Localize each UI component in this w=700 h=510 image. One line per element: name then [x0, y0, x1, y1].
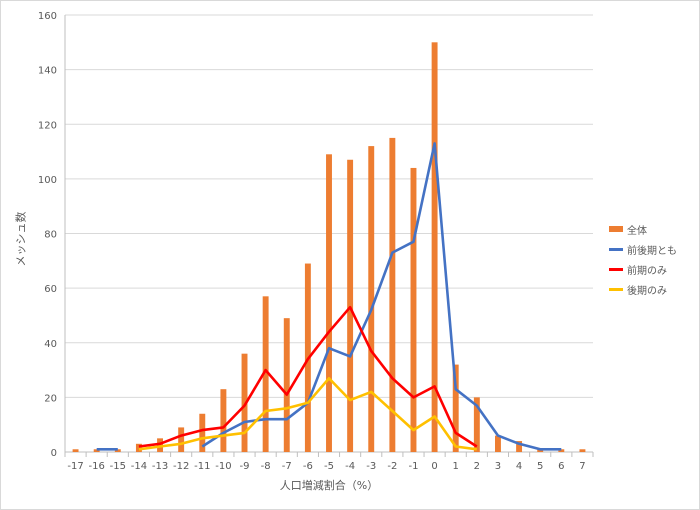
y-tick-label: 100 [38, 175, 57, 186]
bar [410, 167, 417, 452]
y-axis-title: メッシュ数 [4, 199, 36, 279]
bar [452, 364, 459, 452]
legend-line-swatch [609, 287, 623, 291]
legend-line-swatch [609, 267, 623, 271]
bar [389, 137, 396, 452]
legend-item: 前期のみ [609, 259, 677, 279]
x-tick-label: -2 [387, 461, 397, 472]
y-tick-label: 60 [44, 284, 57, 295]
x-tick-label: -17 [67, 461, 83, 472]
x-tick-label: -12 [173, 461, 189, 472]
bar [431, 42, 438, 452]
bar [473, 397, 480, 452]
legend-label: 全体 [627, 225, 647, 237]
x-tick-label: -4 [345, 461, 355, 472]
legend-label: 前後期とも [627, 245, 677, 257]
x-tick-label: -14 [131, 461, 147, 472]
x-tick-label: -5 [324, 461, 334, 472]
series-line [96, 142, 562, 451]
y-tick-label: 120 [38, 120, 57, 131]
bar [199, 413, 206, 452]
bar [579, 449, 586, 452]
y-tick-label: 40 [44, 339, 57, 350]
x-tick-label: 2 [474, 461, 480, 472]
bar [178, 427, 185, 452]
y-tick-label: 160 [38, 11, 57, 22]
bar [157, 438, 163, 452]
bar [72, 449, 79, 452]
bar [220, 389, 227, 452]
bar [283, 318, 290, 452]
x-tick-label: 0 [431, 461, 437, 472]
bar [558, 449, 565, 452]
y-tick-label: 20 [44, 393, 57, 404]
bar [368, 146, 375, 452]
x-tick-label: 6 [558, 461, 564, 472]
x-tick-label: -8 [261, 461, 271, 472]
x-tick-label: -16 [89, 461, 105, 472]
x-tick-label: 7 [579, 461, 585, 472]
x-tick-label: 4 [516, 461, 522, 472]
x-tick-label: -3 [366, 461, 376, 472]
x-tick-label: -15 [110, 461, 126, 472]
bar [495, 435, 501, 452]
bar [241, 353, 248, 452]
x-axis-title: 人口増減割合（%） [279, 479, 379, 492]
legend-label: 後期のみ [627, 285, 667, 297]
legend: 全体前後期とも前期のみ後期のみ [609, 219, 677, 299]
bar [262, 296, 269, 452]
x-tick-label: -11 [194, 461, 210, 472]
x-tick-label: -13 [152, 461, 168, 472]
y-tick-label: 80 [44, 230, 57, 241]
x-tick-label: 3 [495, 461, 501, 472]
bar [347, 159, 354, 452]
bar [93, 449, 100, 452]
x-tick-label: -9 [240, 461, 250, 472]
bar [326, 154, 332, 452]
bar [537, 449, 544, 452]
y-axis-title-text: メッシュ数 [14, 211, 27, 267]
legend-bar-swatch [609, 226, 623, 232]
x-tick-label: 1 [453, 461, 459, 472]
legend-item: 後期のみ [609, 279, 677, 299]
series-line [138, 305, 478, 448]
bar [516, 441, 523, 452]
x-tick-label: -10 [215, 461, 231, 472]
legend-item: 全体 [609, 219, 677, 239]
x-tick-label: -7 [282, 461, 292, 472]
legend-item: 前後期とも [609, 239, 677, 259]
legend-line-swatch [609, 247, 623, 251]
legend-label: 前期のみ [627, 265, 667, 277]
bar [114, 449, 121, 452]
x-tick-label: -6 [303, 461, 313, 472]
y-tick-label: 0 [51, 448, 57, 459]
x-tick-label: -1 [408, 461, 418, 472]
y-tick-label: 140 [38, 66, 57, 77]
x-tick-label: 5 [537, 461, 543, 472]
series-line [138, 377, 477, 451]
bar [135, 443, 142, 452]
